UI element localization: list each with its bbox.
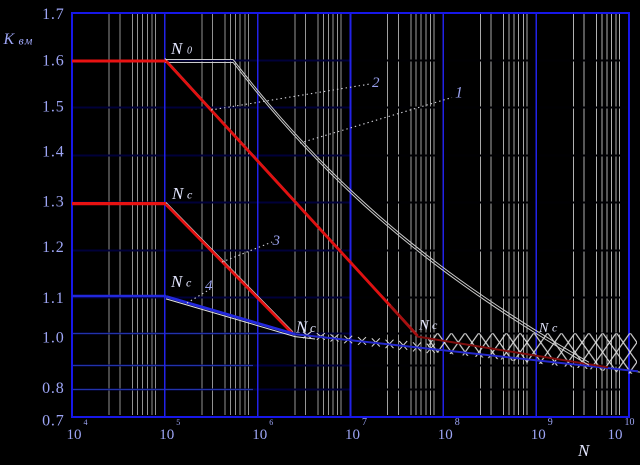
svg-text:10: 10 [438, 427, 453, 443]
svg-text:N: N [170, 272, 184, 291]
svg-text:1.7: 1.7 [42, 6, 64, 23]
svg-text:N: N [418, 318, 430, 334]
svg-text:1.2: 1.2 [42, 239, 64, 256]
svg-text:3: 3 [272, 233, 281, 249]
svg-text:10: 10 [252, 427, 267, 443]
svg-text:10: 10 [625, 417, 635, 428]
svg-text:1.3: 1.3 [42, 194, 64, 211]
svg-text:c: c [186, 276, 192, 290]
svg-text:10: 10 [608, 427, 623, 443]
svg-text:1.5: 1.5 [42, 99, 64, 116]
svg-text:1.6: 1.6 [42, 53, 64, 70]
svg-text:N: N [171, 184, 185, 203]
svg-text:1: 1 [455, 85, 463, 102]
svg-text:c: c [187, 188, 193, 202]
svg-text:N: N [295, 318, 309, 337]
svg-text:0: 0 [187, 46, 192, 57]
svg-text:1.1: 1.1 [42, 290, 64, 307]
svg-text:1.4: 1.4 [42, 144, 64, 161]
svg-text:10: 10 [159, 427, 174, 443]
svg-text:10: 10 [67, 427, 82, 443]
svg-text:c: c [310, 320, 316, 335]
svg-text:N: N [577, 441, 591, 460]
svg-text:N: N [170, 39, 184, 58]
svg-text:c: c [432, 318, 438, 332]
svg-text:вм: вм [19, 34, 34, 48]
svg-text:7: 7 [362, 417, 367, 428]
svg-text:10: 10 [531, 427, 546, 443]
svg-text:N: N [538, 321, 549, 336]
svg-text:1.0: 1.0 [42, 330, 64, 347]
svg-text:9: 9 [548, 417, 553, 428]
svg-text:0.7: 0.7 [42, 413, 64, 430]
svg-text:6: 6 [269, 418, 273, 427]
svg-text:К: К [3, 31, 16, 48]
svg-text:2: 2 [372, 75, 380, 91]
svg-text:8: 8 [455, 417, 460, 428]
svg-text:4: 4 [205, 278, 213, 294]
svg-text:10: 10 [345, 427, 360, 443]
svg-text:c: c [552, 321, 558, 335]
svg-text:4: 4 [84, 418, 88, 427]
svg-text:0.8: 0.8 [42, 380, 64, 397]
svg-text:5: 5 [176, 418, 180, 427]
